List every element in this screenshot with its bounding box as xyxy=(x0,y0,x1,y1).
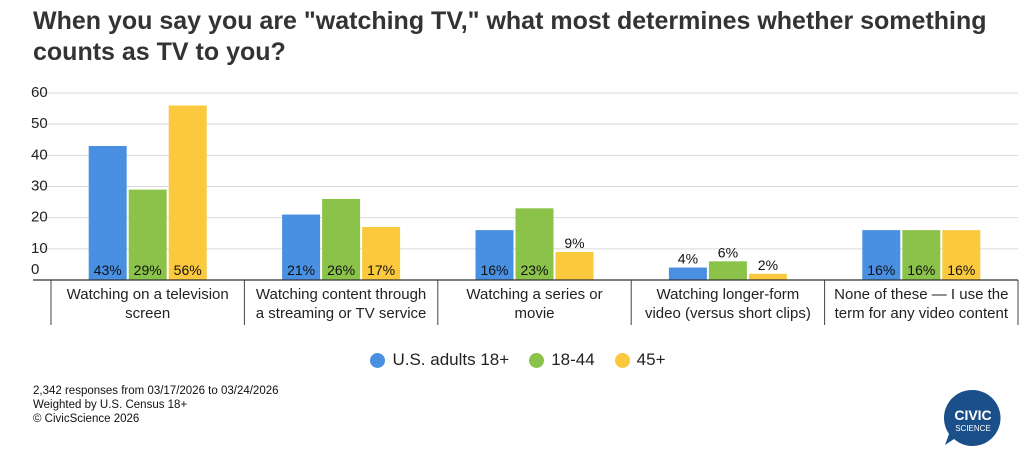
bar xyxy=(862,230,901,280)
bar xyxy=(362,227,401,280)
x-category-label: Watching on a television xyxy=(67,286,229,303)
x-category-label: Watching content through xyxy=(256,286,426,303)
bar xyxy=(555,251,594,280)
x-category-label: term for any video content xyxy=(835,305,1009,322)
data-label: 16% xyxy=(867,262,895,278)
footnotes: 2,342 responses from 03/17/2026 to 03/24… xyxy=(33,384,279,426)
legend-label: U.S. adults 18+ xyxy=(392,350,510,369)
x-category-label: video (versus short clips) xyxy=(645,305,811,322)
y-tick-label: 20 xyxy=(31,209,48,226)
data-label: 29% xyxy=(134,262,162,278)
y-tick-label: 10 xyxy=(31,240,48,257)
data-label: 43% xyxy=(94,262,122,278)
bar xyxy=(668,267,707,280)
data-label: 6% xyxy=(718,244,738,260)
data-label: 16% xyxy=(907,262,935,278)
y-tick-label: 0 xyxy=(31,261,39,278)
data-label: 4% xyxy=(678,251,698,267)
data-label: 17% xyxy=(367,262,395,278)
footnote-copyright: © CivicScience 2026 xyxy=(33,413,140,425)
bar-chart: 0 10 20 30 40 50 60 43% 29% 56% Watching on a tele… xyxy=(31,84,1019,325)
y-tick-label: 40 xyxy=(31,146,48,163)
x-category-label: a streaming or TV service xyxy=(256,305,427,322)
logo-text-science: SCIENCE xyxy=(955,424,991,433)
y-tick-label: 30 xyxy=(31,178,48,195)
legend-swatch xyxy=(529,352,545,368)
logo-badge-shape xyxy=(943,389,1001,446)
legend-swatch xyxy=(370,352,386,368)
bar xyxy=(902,230,941,280)
bar xyxy=(708,261,747,280)
x-category-label: screen xyxy=(125,305,170,322)
legend-label: 18-44 xyxy=(551,350,595,369)
data-label: 21% xyxy=(287,262,315,278)
legend: U.S. adults 18+ 18-44 45+ xyxy=(0,350,1036,370)
data-label: 16% xyxy=(480,262,508,278)
footnote-weighting: Weighted by U.S. Census 18+ xyxy=(33,399,188,411)
y-tick-label: 50 xyxy=(31,115,48,132)
bar xyxy=(128,189,167,280)
bar xyxy=(475,230,514,280)
x-category-label: Watching a series or xyxy=(466,286,602,303)
data-label: 9% xyxy=(564,235,584,251)
chart-title: When you say you are "watching TV," what… xyxy=(33,7,987,66)
footnote-responses: 2,342 responses from 03/17/2026 to 03/24… xyxy=(33,385,279,397)
bar xyxy=(515,208,554,280)
x-category-label: None of these — I use the xyxy=(834,286,1008,303)
civicscience-logo: CIVIC SCIENCE xyxy=(943,389,1001,446)
x-category-label: movie xyxy=(514,305,554,322)
bar xyxy=(322,198,361,280)
data-label: 23% xyxy=(520,262,548,278)
bar xyxy=(748,273,787,280)
legend-swatch xyxy=(614,352,630,368)
logo-text-civic: CIVIC xyxy=(954,407,991,423)
data-label: 2% xyxy=(758,257,778,273)
bar xyxy=(282,214,321,280)
data-label: 26% xyxy=(327,262,355,278)
legend-label: 45+ xyxy=(636,350,666,369)
bar xyxy=(168,105,207,280)
y-tick-label: 60 xyxy=(31,84,48,101)
data-label: 56% xyxy=(174,262,202,278)
bar xyxy=(88,145,127,280)
x-category-label: Watching longer-form xyxy=(656,286,799,303)
legend-item: 18-44 xyxy=(529,350,595,370)
bar xyxy=(942,230,981,280)
data-label: 16% xyxy=(947,262,975,278)
legend-item: 45+ xyxy=(614,350,666,370)
legend-item: U.S. adults 18+ xyxy=(370,350,509,370)
